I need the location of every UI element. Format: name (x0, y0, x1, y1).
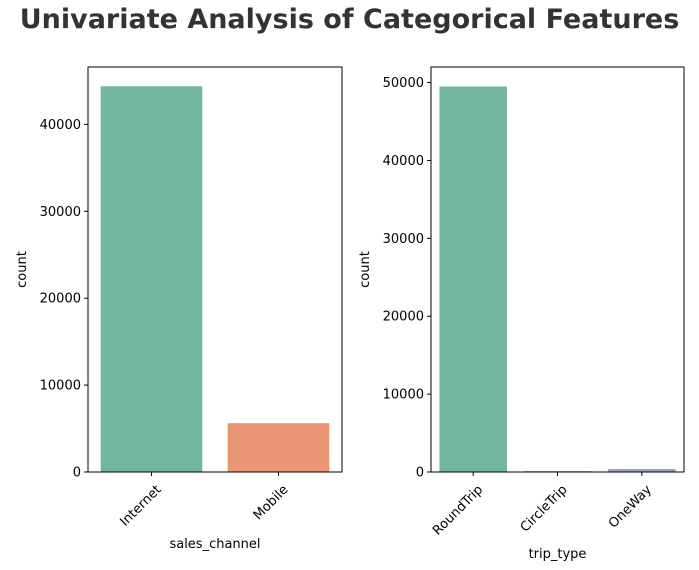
x-axis-label: trip_type (529, 547, 587, 562)
x-tick-label-internet: Internet (117, 482, 164, 529)
y-axis-label: count (358, 251, 373, 288)
y-tick-label: 0 (416, 466, 424, 481)
axes-frame (87, 66, 343, 473)
y-tick-label: 10000 (383, 388, 424, 403)
y-tick-label: 40000 (383, 154, 424, 169)
bar-roundtrip (439, 86, 507, 473)
figure-title: Univariate Analysis of Categorical Featu… (19, 4, 680, 35)
chart-sales-channel: 0 10000 20000 30000 40000 Internet Mobile sales… (15, 66, 343, 552)
y-axis-label: count (15, 251, 30, 288)
y-tick-label: 50000 (383, 76, 424, 91)
y-tick-label: 40000 (40, 118, 81, 133)
y-tick-label: 20000 (40, 292, 81, 307)
x-tick-label-roundtrip: RoundTrip (430, 482, 486, 538)
x-tick-label-mobile: Mobile (251, 482, 292, 523)
x-tick-label-circletrip: CircleTrip (518, 482, 571, 535)
y-tick-label: 0 (73, 466, 81, 481)
y-tick-label: 30000 (383, 232, 424, 247)
bar-internet (100, 86, 203, 472)
bar-oneway (608, 468, 676, 472)
bar-mobile (227, 423, 330, 472)
x-tick-label-oneway: OneWay (606, 482, 655, 531)
x-axis-label: sales_channel (169, 537, 260, 552)
y-tick-label: 20000 (383, 310, 424, 325)
chart-trip-type: 0 10000 20000 30000 40000 50000 RoundTrip Circl… (358, 66, 685, 562)
y-tick-label: 10000 (40, 379, 81, 394)
y-tick-label: 30000 (40, 205, 81, 220)
